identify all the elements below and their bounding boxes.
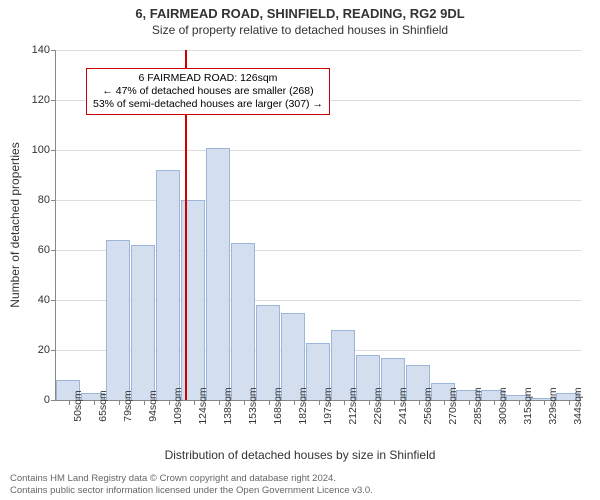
xtick-mark xyxy=(569,400,570,405)
ytick-mark xyxy=(51,50,56,51)
xtick-mark xyxy=(419,400,420,405)
xtick-mark xyxy=(369,400,370,405)
xtick-mark xyxy=(494,400,495,405)
xtick-mark xyxy=(119,400,120,405)
gridline xyxy=(56,50,581,51)
ytick-label: 120 xyxy=(32,94,50,106)
x-axis-label: Distribution of detached houses by size … xyxy=(0,448,600,462)
xtick-label: 300sqm xyxy=(497,387,509,424)
chart-subtitle: Size of property relative to detached ho… xyxy=(0,21,600,37)
ytick-label: 100 xyxy=(32,144,50,156)
chart-container: 6, FAIRMEAD ROAD, SHINFIELD, READING, RG… xyxy=(0,0,600,500)
xtick-mark xyxy=(394,400,395,405)
footer-text: Contains HM Land Registry data © Crown c… xyxy=(10,473,373,496)
gridline xyxy=(56,150,581,151)
chart-title: 6, FAIRMEAD ROAD, SHINFIELD, READING, RG… xyxy=(0,0,600,21)
histogram-bar xyxy=(156,170,180,400)
xtick-mark xyxy=(519,400,520,405)
ytick-mark xyxy=(51,150,56,151)
ytick-label: 40 xyxy=(38,294,50,306)
ytick-label: 80 xyxy=(38,194,50,206)
plot-area: 02040608010012014050sqm65sqm79sqm94sqm10… xyxy=(55,50,581,401)
xtick-mark xyxy=(194,400,195,405)
xtick-mark xyxy=(544,400,545,405)
annotation-line: 6 FAIRMEAD ROAD: 126sqm xyxy=(93,72,323,85)
annotation-line: ← 47% of detached houses are smaller (26… xyxy=(93,85,323,98)
ytick-mark xyxy=(51,300,56,301)
xtick-label: 315sqm xyxy=(522,387,534,424)
ytick-mark xyxy=(51,250,56,251)
xtick-label: 344sqm xyxy=(572,387,584,424)
histogram-bar xyxy=(206,148,230,401)
y-axis-label: Number of detached properties xyxy=(8,142,22,307)
xtick-mark xyxy=(169,400,170,405)
ytick-label: 0 xyxy=(44,394,50,406)
ytick-label: 60 xyxy=(38,244,50,256)
footer-line: Contains HM Land Registry data © Crown c… xyxy=(10,473,373,484)
footer-line: Contains public sector information licen… xyxy=(10,485,373,496)
annotation-line: 53% of semi-detached houses are larger (… xyxy=(93,98,323,111)
ytick-mark xyxy=(51,200,56,201)
histogram-bar xyxy=(106,240,130,400)
xtick-mark xyxy=(469,400,470,405)
ytick-mark xyxy=(51,100,56,101)
xtick-mark xyxy=(69,400,70,405)
xtick-mark xyxy=(269,400,270,405)
annotation-box: 6 FAIRMEAD ROAD: 126sqm ← 47% of detache… xyxy=(86,68,330,115)
histogram-bar xyxy=(256,305,280,400)
ytick-mark xyxy=(51,350,56,351)
xtick-mark xyxy=(219,400,220,405)
xtick-mark xyxy=(244,400,245,405)
xtick-mark xyxy=(344,400,345,405)
histogram-bar xyxy=(231,243,255,401)
xtick-mark xyxy=(144,400,145,405)
gridline xyxy=(56,200,581,201)
xtick-mark xyxy=(319,400,320,405)
ytick-mark xyxy=(51,400,56,401)
xtick-mark xyxy=(444,400,445,405)
ytick-label: 140 xyxy=(32,44,50,56)
histogram-bar xyxy=(131,245,155,400)
xtick-mark xyxy=(94,400,95,405)
ytick-label: 20 xyxy=(38,344,50,356)
xtick-mark xyxy=(294,400,295,405)
